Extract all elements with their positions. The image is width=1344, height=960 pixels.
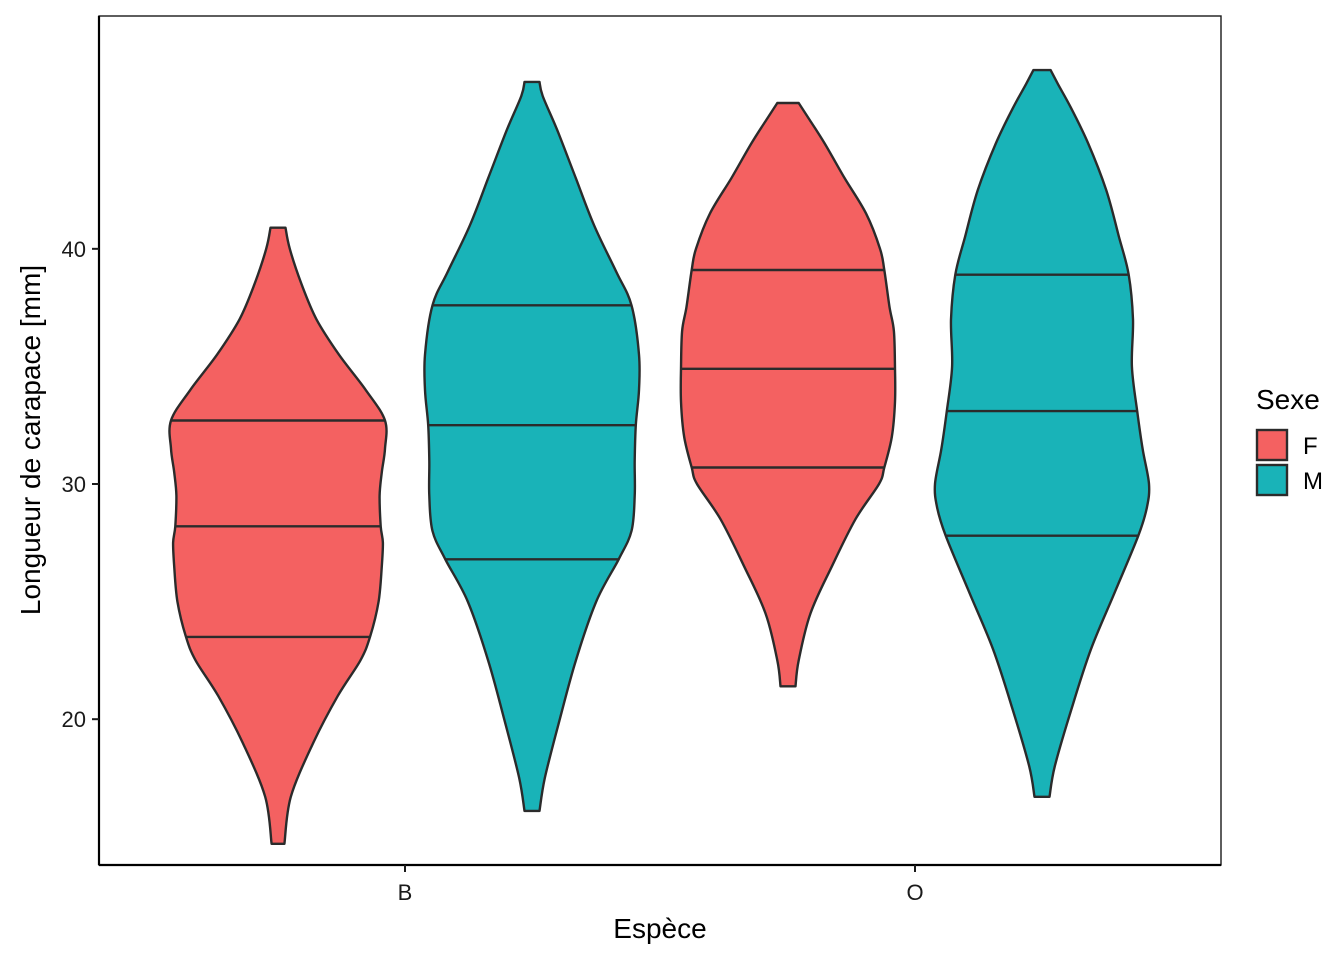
x-tick-label: B	[398, 880, 413, 905]
legend-key-F	[1255, 428, 1289, 462]
y-axis-title: Longueur de carapace [mm]	[15, 265, 46, 615]
y-tick-label: 30	[62, 472, 86, 497]
violin-O-M	[933, 68, 1151, 798]
legend-label-M: M	[1303, 468, 1323, 495]
legend-title: Sexe	[1256, 384, 1320, 415]
x-axis-title: Espèce	[613, 913, 706, 944]
legend-key-M	[1255, 463, 1289, 497]
violin-B-M	[423, 80, 641, 813]
y-tick-label: 20	[62, 707, 86, 732]
violin-B-F	[168, 226, 388, 845]
x-tick-label: O	[906, 880, 923, 905]
legend: Sexe FM	[1255, 384, 1323, 497]
violins-layer	[168, 68, 1151, 845]
y-axis-ticks: 20 30 40	[62, 237, 99, 732]
legend-label-F: F	[1303, 433, 1318, 460]
y-tick-label: 40	[62, 237, 86, 262]
